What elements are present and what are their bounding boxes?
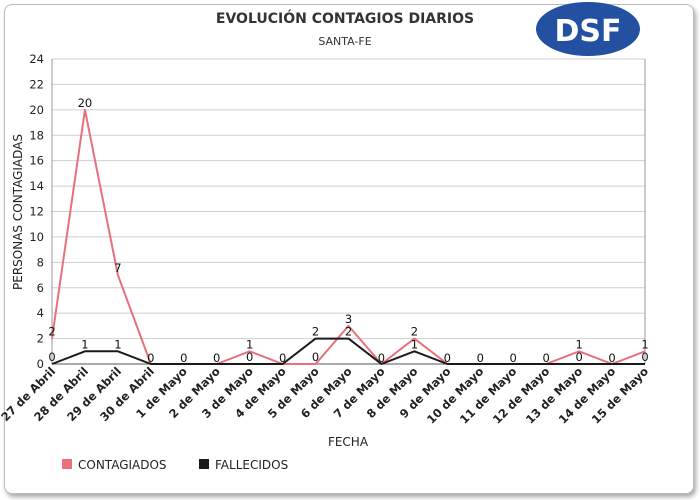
data-label: 0 <box>213 351 220 365</box>
chart-title: EVOLUCIÓN CONTAGIOS DIARIOS <box>216 9 474 27</box>
legend-label-fallecidos: FALLECIDOS <box>215 458 288 472</box>
data-label: 0 <box>608 351 615 365</box>
legend-swatch-fallecidos <box>199 459 209 469</box>
chart-subtitle: SANTA-FE <box>318 35 371 48</box>
data-label: 0 <box>246 350 253 364</box>
data-label: 2 <box>312 325 319 339</box>
logo-text: DSF <box>554 14 621 49</box>
y-tick-label: 14 <box>29 179 44 193</box>
data-label: 0 <box>147 351 154 365</box>
legend: CONTAGIADOS FALLECIDOS <box>62 458 288 472</box>
data-label: 0 <box>543 351 550 365</box>
y-axis-title: PERSONAS CONTAGIADAS <box>11 134 25 290</box>
y-tick-label: 8 <box>37 255 44 269</box>
data-label: 20 <box>78 96 93 110</box>
data-label: 2 <box>411 325 418 339</box>
chart-frame <box>4 4 694 494</box>
y-tick-label: 4 <box>37 306 44 320</box>
y-tick-label: 2 <box>37 332 44 346</box>
y-tick-label: 6 <box>37 281 44 295</box>
y-tick-label: 12 <box>29 205 44 219</box>
legend-swatch-contagiados <box>62 459 72 469</box>
data-label: 0 <box>48 350 55 364</box>
data-label: 1 <box>246 337 253 351</box>
data-label: 2 <box>345 325 352 339</box>
dsf-logo: DSF <box>536 2 640 56</box>
data-label: 0 <box>312 350 319 364</box>
x-axis-title: FECHA <box>328 435 369 449</box>
data-label: 1 <box>641 337 648 351</box>
data-label: 3 <box>345 312 352 326</box>
y-tick-label: 18 <box>29 128 44 142</box>
data-label: 0 <box>279 351 286 365</box>
data-label: 0 <box>477 351 484 365</box>
data-label: 0 <box>510 351 517 365</box>
series-line-fallecidos <box>51 337 645 365</box>
y-tick-label: 22 <box>29 77 44 91</box>
data-label: 0 <box>378 351 385 365</box>
data-label: 0 <box>575 350 582 364</box>
gridlines <box>51 58 646 365</box>
data-label: 0 <box>180 351 187 365</box>
data-label: 7 <box>114 261 121 275</box>
legend-label-contagiados: CONTAGIADOS <box>78 458 167 472</box>
data-label: 1 <box>411 337 418 351</box>
y-tick-label: 16 <box>29 154 44 168</box>
data-label: 0 <box>641 350 648 364</box>
y-tick-label: 0 <box>37 357 44 371</box>
y-tick-label: 10 <box>29 230 44 244</box>
data-label: 2 <box>48 325 55 339</box>
data-label: 1 <box>114 337 121 351</box>
data-label: 1 <box>81 337 88 351</box>
y-tick-label: 20 <box>29 103 44 117</box>
y-tick-label: 24 <box>29 52 44 66</box>
data-label: 1 <box>575 337 582 351</box>
data-label: 0 <box>444 351 451 365</box>
series-lines <box>51 108 646 365</box>
